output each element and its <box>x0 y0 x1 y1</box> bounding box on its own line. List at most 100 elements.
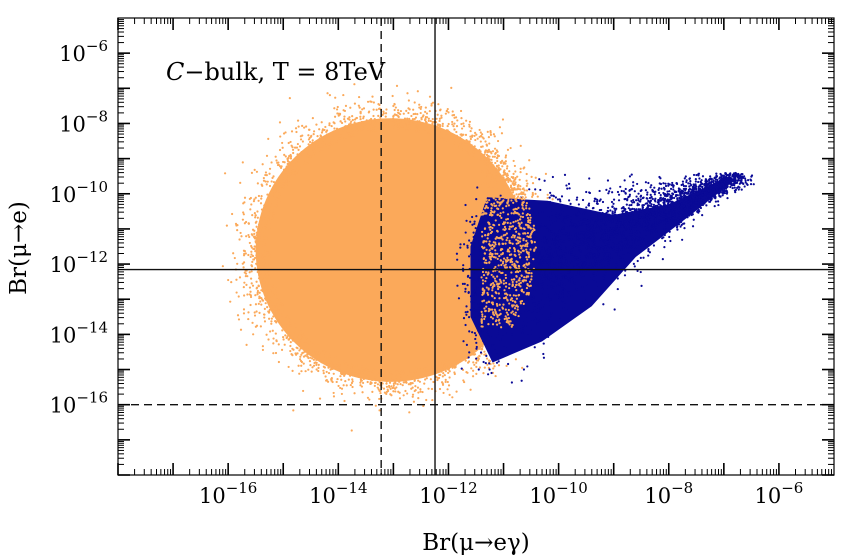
data-point <box>472 293 475 296</box>
data-point <box>445 109 448 112</box>
data-point <box>556 198 560 201</box>
data-point <box>445 359 448 362</box>
data-point <box>340 370 344 373</box>
data-point <box>545 277 548 280</box>
data-point <box>572 255 575 258</box>
data-point <box>482 249 485 253</box>
data-point <box>385 380 388 383</box>
data-point <box>285 165 289 168</box>
data-point <box>419 111 422 115</box>
data-point <box>266 305 269 309</box>
data-point <box>460 367 463 370</box>
data-point <box>683 204 686 208</box>
data-point <box>618 231 621 234</box>
data-point <box>429 378 432 381</box>
data-point <box>555 243 558 246</box>
data-point <box>544 172 548 175</box>
data-point <box>285 320 288 323</box>
data-point <box>557 290 560 294</box>
data-point <box>263 226 266 229</box>
data-point <box>455 363 458 366</box>
data-point <box>535 303 538 306</box>
data-point <box>252 333 255 336</box>
data-point <box>249 277 253 280</box>
data-point <box>495 157 499 160</box>
data-point <box>336 105 339 109</box>
data-point <box>424 106 427 109</box>
data-point <box>635 231 638 234</box>
data-point <box>639 212 642 215</box>
data-point <box>548 267 551 270</box>
data-point <box>501 299 505 302</box>
data-point <box>268 167 272 170</box>
data-point <box>698 177 701 180</box>
data-point <box>382 110 385 113</box>
data-point <box>568 270 572 274</box>
data-point <box>266 193 269 196</box>
data-point <box>560 195 564 198</box>
data-point <box>286 316 289 319</box>
data-point <box>310 155 314 159</box>
data-point <box>414 116 418 119</box>
data-point <box>308 153 311 156</box>
data-point <box>526 298 529 301</box>
data-point <box>712 191 715 194</box>
data-point <box>632 248 635 251</box>
data-point <box>482 360 485 364</box>
data-point <box>619 259 622 262</box>
data-point <box>676 194 679 197</box>
data-point <box>371 95 374 98</box>
data-point <box>562 240 566 243</box>
data-point <box>424 120 428 123</box>
data-point <box>225 224 228 227</box>
data-point <box>594 231 597 234</box>
data-point <box>554 234 557 237</box>
data-point <box>411 120 414 123</box>
data-point <box>373 376 377 379</box>
data-point <box>373 124 376 127</box>
data-point <box>636 269 639 273</box>
data-point <box>288 154 291 158</box>
data-point <box>543 236 546 239</box>
data-point <box>362 107 366 110</box>
data-point <box>593 227 596 230</box>
data-point <box>447 111 450 114</box>
data-point <box>288 337 291 340</box>
data-point <box>417 397 420 400</box>
data-point <box>645 233 648 236</box>
data-point <box>615 263 618 266</box>
data-point <box>492 133 495 136</box>
data-point <box>523 272 526 275</box>
data-point <box>457 141 460 144</box>
data-point <box>351 385 354 389</box>
data-point <box>607 234 610 238</box>
data-point <box>537 301 540 304</box>
data-point <box>372 368 375 371</box>
data-point <box>359 384 362 387</box>
data-point <box>504 162 507 165</box>
data-point <box>283 153 286 156</box>
data-point <box>479 351 483 354</box>
data-point <box>650 184 653 187</box>
data-point <box>456 362 459 365</box>
data-point <box>522 167 525 170</box>
data-point <box>369 128 373 131</box>
data-point <box>600 219 603 222</box>
data-point <box>459 243 462 246</box>
data-point <box>394 382 397 385</box>
data-point <box>558 260 562 263</box>
data-point <box>259 325 262 328</box>
data-point <box>290 170 293 173</box>
data-point <box>270 322 273 325</box>
data-point <box>284 168 288 171</box>
data-point <box>548 253 551 256</box>
data-point <box>664 230 668 233</box>
data-point <box>485 357 489 360</box>
data-point <box>279 311 282 314</box>
data-point <box>293 164 296 167</box>
data-point <box>395 84 399 87</box>
data-point <box>476 359 480 362</box>
data-point <box>437 377 440 380</box>
data-point <box>360 120 363 124</box>
data-point <box>540 309 543 312</box>
